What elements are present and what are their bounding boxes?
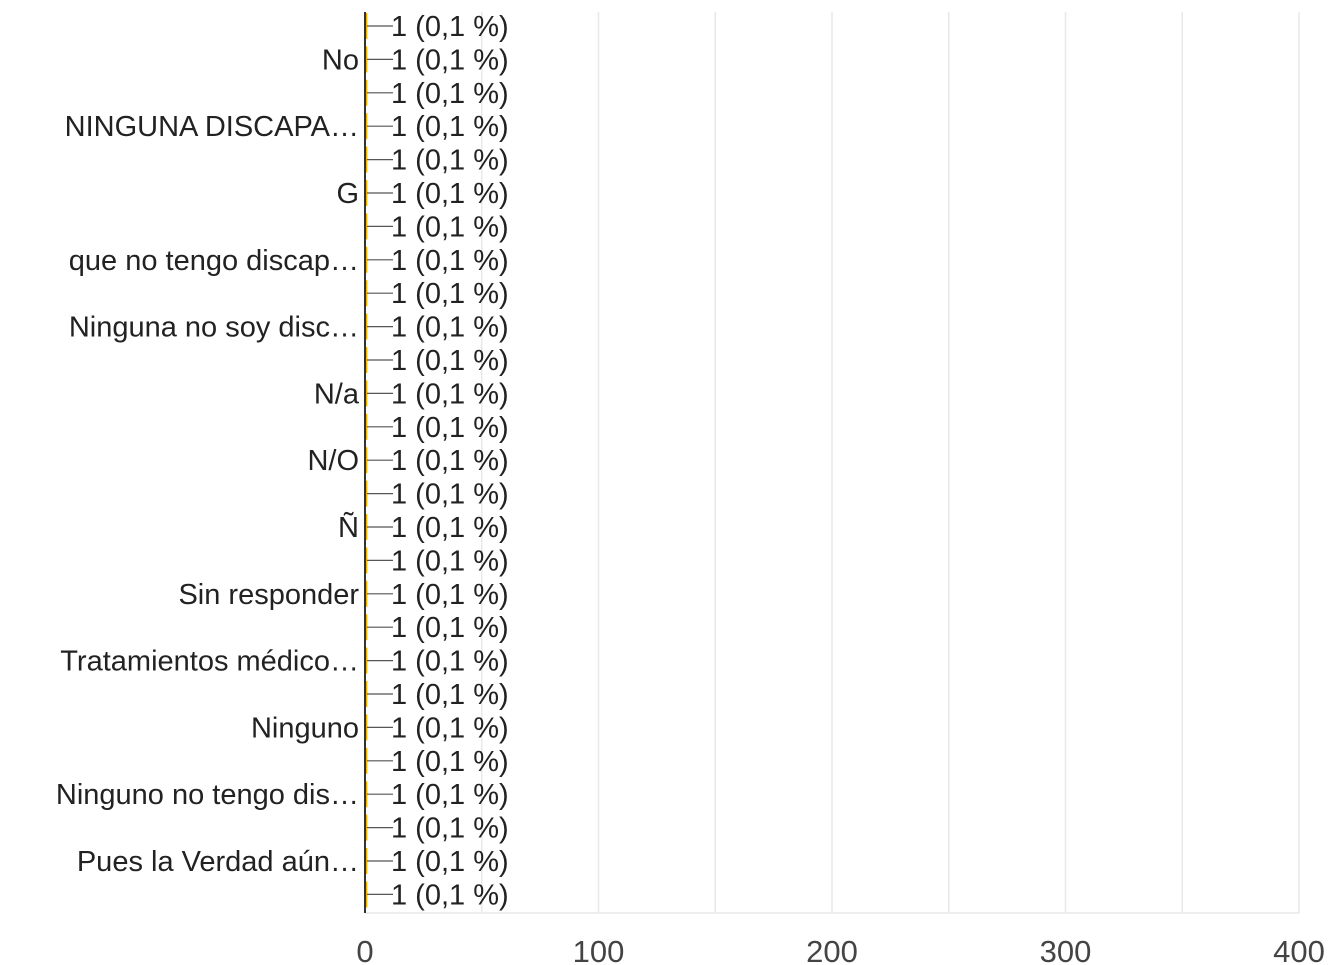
- bar: [365, 714, 368, 741]
- data-label: 1 (0,1 %): [391, 579, 509, 611]
- bar: [365, 180, 368, 206]
- data-label: 1 (0,1 %): [391, 679, 509, 711]
- data-label: 1 (0,1 %): [391, 145, 509, 177]
- data-label: 1 (0,1 %): [391, 846, 509, 878]
- data-label: 1 (0,1 %): [391, 178, 509, 210]
- data-label: 1 (0,1 %): [391, 779, 509, 811]
- data-label: 1 (0,1 %): [391, 879, 509, 911]
- data-label: 1 (0,1 %): [391, 612, 509, 644]
- bar: [365, 347, 368, 373]
- bar: [365, 380, 368, 407]
- category-label: Ninguna no soy disc…: [69, 312, 359, 344]
- data-label: 1 (0,1 %): [391, 11, 509, 43]
- bar: [365, 580, 368, 607]
- bar: [365, 814, 368, 841]
- data-label: 1 (0,1 %): [391, 78, 509, 110]
- category-label: Tratamientos médico…: [60, 646, 359, 678]
- bar: [365, 747, 368, 774]
- bar: [365, 113, 368, 140]
- category-label: Ñ: [338, 510, 359, 544]
- x-tick-label: 200: [806, 934, 858, 965]
- category-label: G: [336, 178, 359, 210]
- category-label: que no tengo discap…: [69, 245, 359, 277]
- bar: [365, 514, 368, 540]
- data-label: 1 (0,1 %): [391, 479, 509, 511]
- data-label: 1 (0,1 %): [391, 345, 509, 377]
- bar: [365, 146, 368, 173]
- data-label: 1 (0,1 %): [391, 111, 509, 143]
- bar: [365, 647, 368, 674]
- x-axis: 0 100 200 300 400: [356, 934, 1324, 965]
- data-label: 1 (0,1 %): [391, 44, 509, 76]
- bar: [365, 848, 368, 874]
- category-label: Ninguno no tengo dis…: [56, 779, 359, 811]
- data-label: 1 (0,1 %): [391, 712, 509, 744]
- bar: [365, 447, 368, 474]
- data-label: 1 (0,1 %): [391, 412, 509, 444]
- bar: [365, 79, 368, 106]
- data-label: 1 (0,1 %): [391, 813, 509, 845]
- data-label: 1 (0,1 %): [391, 445, 509, 477]
- data-label: 1 (0,1 %): [391, 512, 509, 544]
- category-label: N/a: [314, 378, 360, 410]
- bar: [365, 313, 368, 340]
- bars: 1 (0,1 %)1 (0,1 %)1 (0,1 %)1 (0,1 %)1 (0…: [365, 11, 509, 911]
- category-label: NINGUNA DISCAPA…: [65, 111, 359, 143]
- grid-layer: [365, 12, 1300, 914]
- category-label: Pues la Verdad aún…: [77, 846, 359, 878]
- data-label: 1 (0,1 %): [391, 245, 509, 277]
- data-label: 1 (0,1 %): [391, 312, 509, 344]
- bar: [365, 881, 368, 908]
- category-label: No: [322, 44, 359, 76]
- bar: [365, 781, 368, 808]
- category-label: N/O: [307, 445, 359, 477]
- bar: [365, 280, 368, 307]
- x-tick-label: 100: [573, 934, 625, 965]
- category-label: Ninguno: [251, 712, 359, 744]
- data-label: 1 (0,1 %): [391, 646, 509, 678]
- x-tick-label: 400: [1273, 934, 1325, 965]
- data-label: 1 (0,1 %): [391, 746, 509, 778]
- bar: [365, 681, 368, 707]
- x-tick-label: 300: [1040, 934, 1092, 965]
- data-label: 1 (0,1 %): [391, 545, 509, 577]
- data-label: 1 (0,1 %): [391, 378, 509, 410]
- category-label: Sin responder: [178, 579, 359, 611]
- bar: [365, 246, 368, 273]
- bar: [365, 13, 368, 39]
- data-label: 1 (0,1 %): [391, 211, 509, 243]
- bar: [365, 547, 368, 574]
- bar: [365, 46, 368, 73]
- data-label: 1 (0,1 %): [391, 278, 509, 310]
- bar: [365, 213, 368, 240]
- bar: [365, 614, 368, 641]
- bar: [365, 480, 368, 507]
- x-tick-label: 0: [356, 934, 373, 965]
- bar: [365, 413, 368, 440]
